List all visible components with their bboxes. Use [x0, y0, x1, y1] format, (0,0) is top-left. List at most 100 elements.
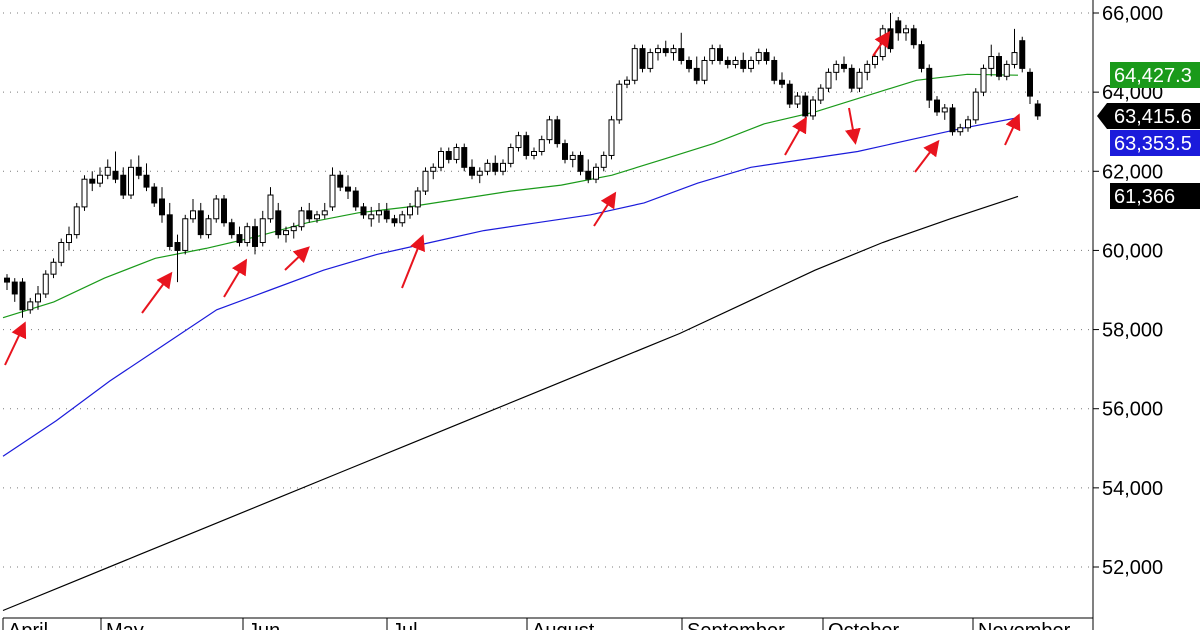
- candle-body: [182, 218, 189, 251]
- candle-body: [267, 194, 274, 220]
- candle: [407, 202, 413, 219]
- candle-body: [290, 226, 297, 232]
- candle-body: [469, 166, 475, 176]
- candle: [647, 48, 654, 73]
- candle-body: [1003, 63, 1010, 77]
- candle: [693, 56, 700, 85]
- candle: [631, 44, 638, 85]
- candle: [453, 143, 460, 164]
- candle-body: [949, 107, 956, 133]
- candle-body: [763, 52, 770, 61]
- candle-body: [329, 174, 336, 208]
- red-arrow: [593, 191, 617, 227]
- candle: [205, 214, 212, 239]
- candle-body: [794, 95, 801, 105]
- candle: [50, 258, 57, 279]
- candle-body: [585, 170, 592, 180]
- price-tag: 61,366: [1110, 183, 1200, 209]
- candle: [608, 115, 615, 160]
- red-arrow: [872, 30, 891, 57]
- candle-body: [848, 67, 855, 89]
- candle: [507, 143, 514, 168]
- month-label: April: [8, 620, 48, 630]
- candle-body: [686, 59, 692, 69]
- ma-black-line: [2, 195, 1019, 612]
- candle-body: [693, 67, 700, 81]
- month-label: October: [828, 620, 899, 630]
- candle-body: [802, 95, 809, 117]
- candle-body: [453, 147, 460, 160]
- candle: [337, 171, 344, 192]
- candle: [872, 52, 878, 69]
- candle: [135, 155, 142, 180]
- candle: [1003, 60, 1010, 81]
- candle: [554, 115, 561, 148]
- candle: [97, 167, 103, 188]
- candle: [740, 52, 747, 73]
- candle-body: [337, 174, 344, 188]
- month-label: May: [106, 620, 144, 630]
- y-tick-label: 52,000: [1102, 557, 1163, 579]
- candle: [1034, 100, 1041, 120]
- candle: [779, 72, 785, 89]
- candle-body: [1034, 103, 1041, 117]
- candle-body: [655, 48, 661, 54]
- candle: [531, 147, 537, 160]
- y-tick-label: 60,000: [1102, 240, 1163, 262]
- candle-body: [740, 59, 747, 69]
- candle-body: [872, 56, 878, 65]
- candle: [709, 44, 716, 65]
- candle: [670, 44, 677, 61]
- candle: [73, 202, 80, 239]
- candle: [329, 167, 336, 211]
- candle-body: [1027, 71, 1033, 97]
- candle: [438, 147, 444, 172]
- candle: [500, 159, 506, 176]
- red-arrow: [141, 271, 173, 314]
- candle-body: [190, 210, 196, 220]
- candle: [748, 56, 754, 73]
- candle: [577, 151, 584, 176]
- candle-body: [1019, 40, 1026, 69]
- candle-body: [895, 20, 902, 34]
- candle-body: [546, 119, 553, 141]
- candle-body: [717, 48, 723, 61]
- candle: [314, 210, 320, 223]
- candle-body: [445, 151, 452, 160]
- candle-body: [383, 210, 390, 220]
- candle: [290, 222, 297, 239]
- candle: [104, 159, 111, 180]
- candle-body: [988, 56, 995, 69]
- candle-body: [11, 281, 18, 295]
- candle-body: [314, 214, 320, 220]
- candle-body: [120, 174, 127, 196]
- price-tag-bg: [1110, 130, 1200, 156]
- candle-body: [66, 234, 72, 244]
- candle: [848, 64, 855, 93]
- price-tag: 64,427.3: [1110, 62, 1200, 88]
- candle-body: [934, 99, 940, 113]
- red-arrow: [784, 116, 807, 156]
- candle: [616, 80, 623, 124]
- candle: [383, 202, 390, 223]
- price-tag-label: 63,415.6: [1114, 106, 1192, 128]
- candle: [298, 206, 305, 231]
- candle: [151, 183, 158, 207]
- candle-body: [104, 166, 111, 176]
- candle-body: [360, 206, 367, 216]
- candle: [1011, 28, 1018, 69]
- candle-body: [903, 28, 909, 34]
- candle-body: [507, 147, 514, 164]
- candle: [980, 64, 987, 97]
- candle-body: [283, 230, 289, 236]
- candle-body: [58, 242, 65, 263]
- candle: [569, 151, 576, 168]
- candle: [949, 104, 956, 136]
- candle-body: [678, 48, 685, 61]
- candle-body: [701, 59, 708, 81]
- candle-body: [926, 67, 933, 101]
- candle: [639, 44, 646, 73]
- candle: [143, 163, 150, 192]
- candle-body: [554, 119, 561, 145]
- candles: [4, 13, 1041, 318]
